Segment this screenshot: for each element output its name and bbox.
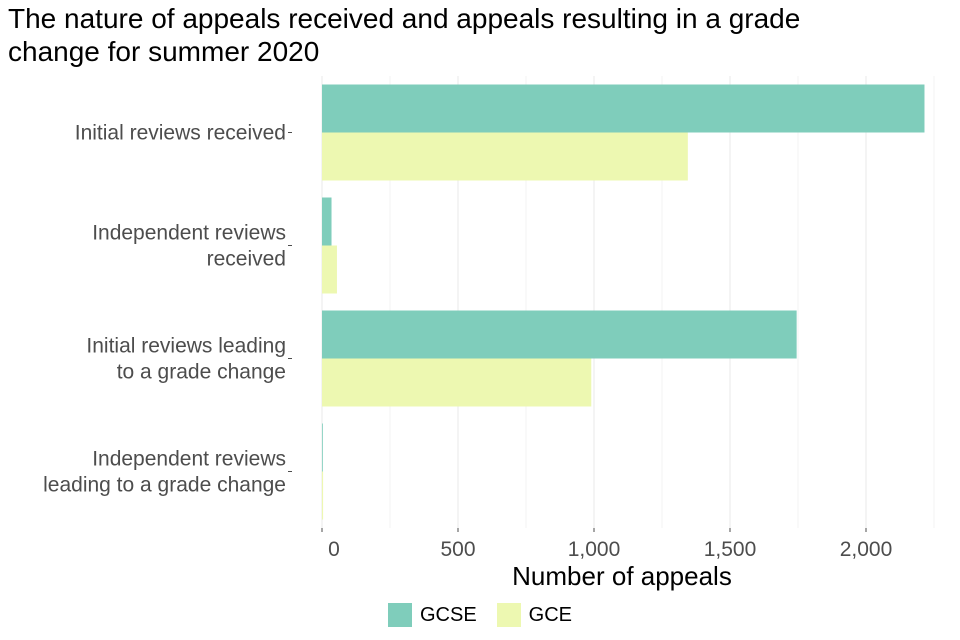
x-tick-label: 2,000 bbox=[840, 538, 893, 561]
y-tick-label: Independent reviews bbox=[92, 448, 286, 471]
legend-label-gce: GCE bbox=[528, 603, 573, 626]
bar-gcse-0 bbox=[322, 84, 925, 133]
bar-gce-3 bbox=[322, 471, 324, 520]
y-tick-label: Initial reviews received bbox=[75, 122, 286, 145]
x-tick-label: 1,500 bbox=[704, 538, 757, 561]
x-tick-label: 0 bbox=[328, 538, 340, 561]
x-axis-title: Number of appeals bbox=[512, 561, 732, 591]
y-tick-label: received bbox=[207, 248, 286, 271]
legend-item-gcse: GCSE bbox=[387, 603, 477, 627]
bar-gce-1 bbox=[322, 245, 337, 294]
bar-chart: Initial reviews received Independent revi… bbox=[43, 76, 935, 591]
bar-gce-2 bbox=[322, 358, 592, 407]
chart-title-line-2: change for summer 2020 bbox=[8, 36, 320, 67]
legend-item-gce: GCE bbox=[496, 603, 573, 627]
y-tick-label: Independent reviews bbox=[92, 222, 286, 245]
bar-gcse-1 bbox=[322, 197, 332, 246]
bar-gcse-2 bbox=[322, 310, 797, 359]
legend-swatch-gce bbox=[496, 603, 521, 627]
y-tick-label: Initial reviews leading bbox=[86, 335, 286, 358]
x-tick-label: 500 bbox=[440, 538, 475, 561]
legend-swatch-gcse bbox=[387, 603, 412, 627]
y-tick-label: to a grade change bbox=[117, 361, 286, 384]
chart-title-line-1: The nature of appeals received and appea… bbox=[8, 3, 801, 34]
bar-gcse-3 bbox=[322, 423, 323, 472]
legend: GCSE GCE bbox=[0, 603, 960, 627]
legend-label-gcse: GCSE bbox=[419, 603, 477, 626]
bar-gce-0 bbox=[322, 132, 688, 181]
y-tick-label: leading to a grade change bbox=[43, 474, 286, 497]
x-tick-label: 1,000 bbox=[568, 538, 621, 561]
chart-title: The nature of appeals received and appea… bbox=[8, 2, 908, 68]
